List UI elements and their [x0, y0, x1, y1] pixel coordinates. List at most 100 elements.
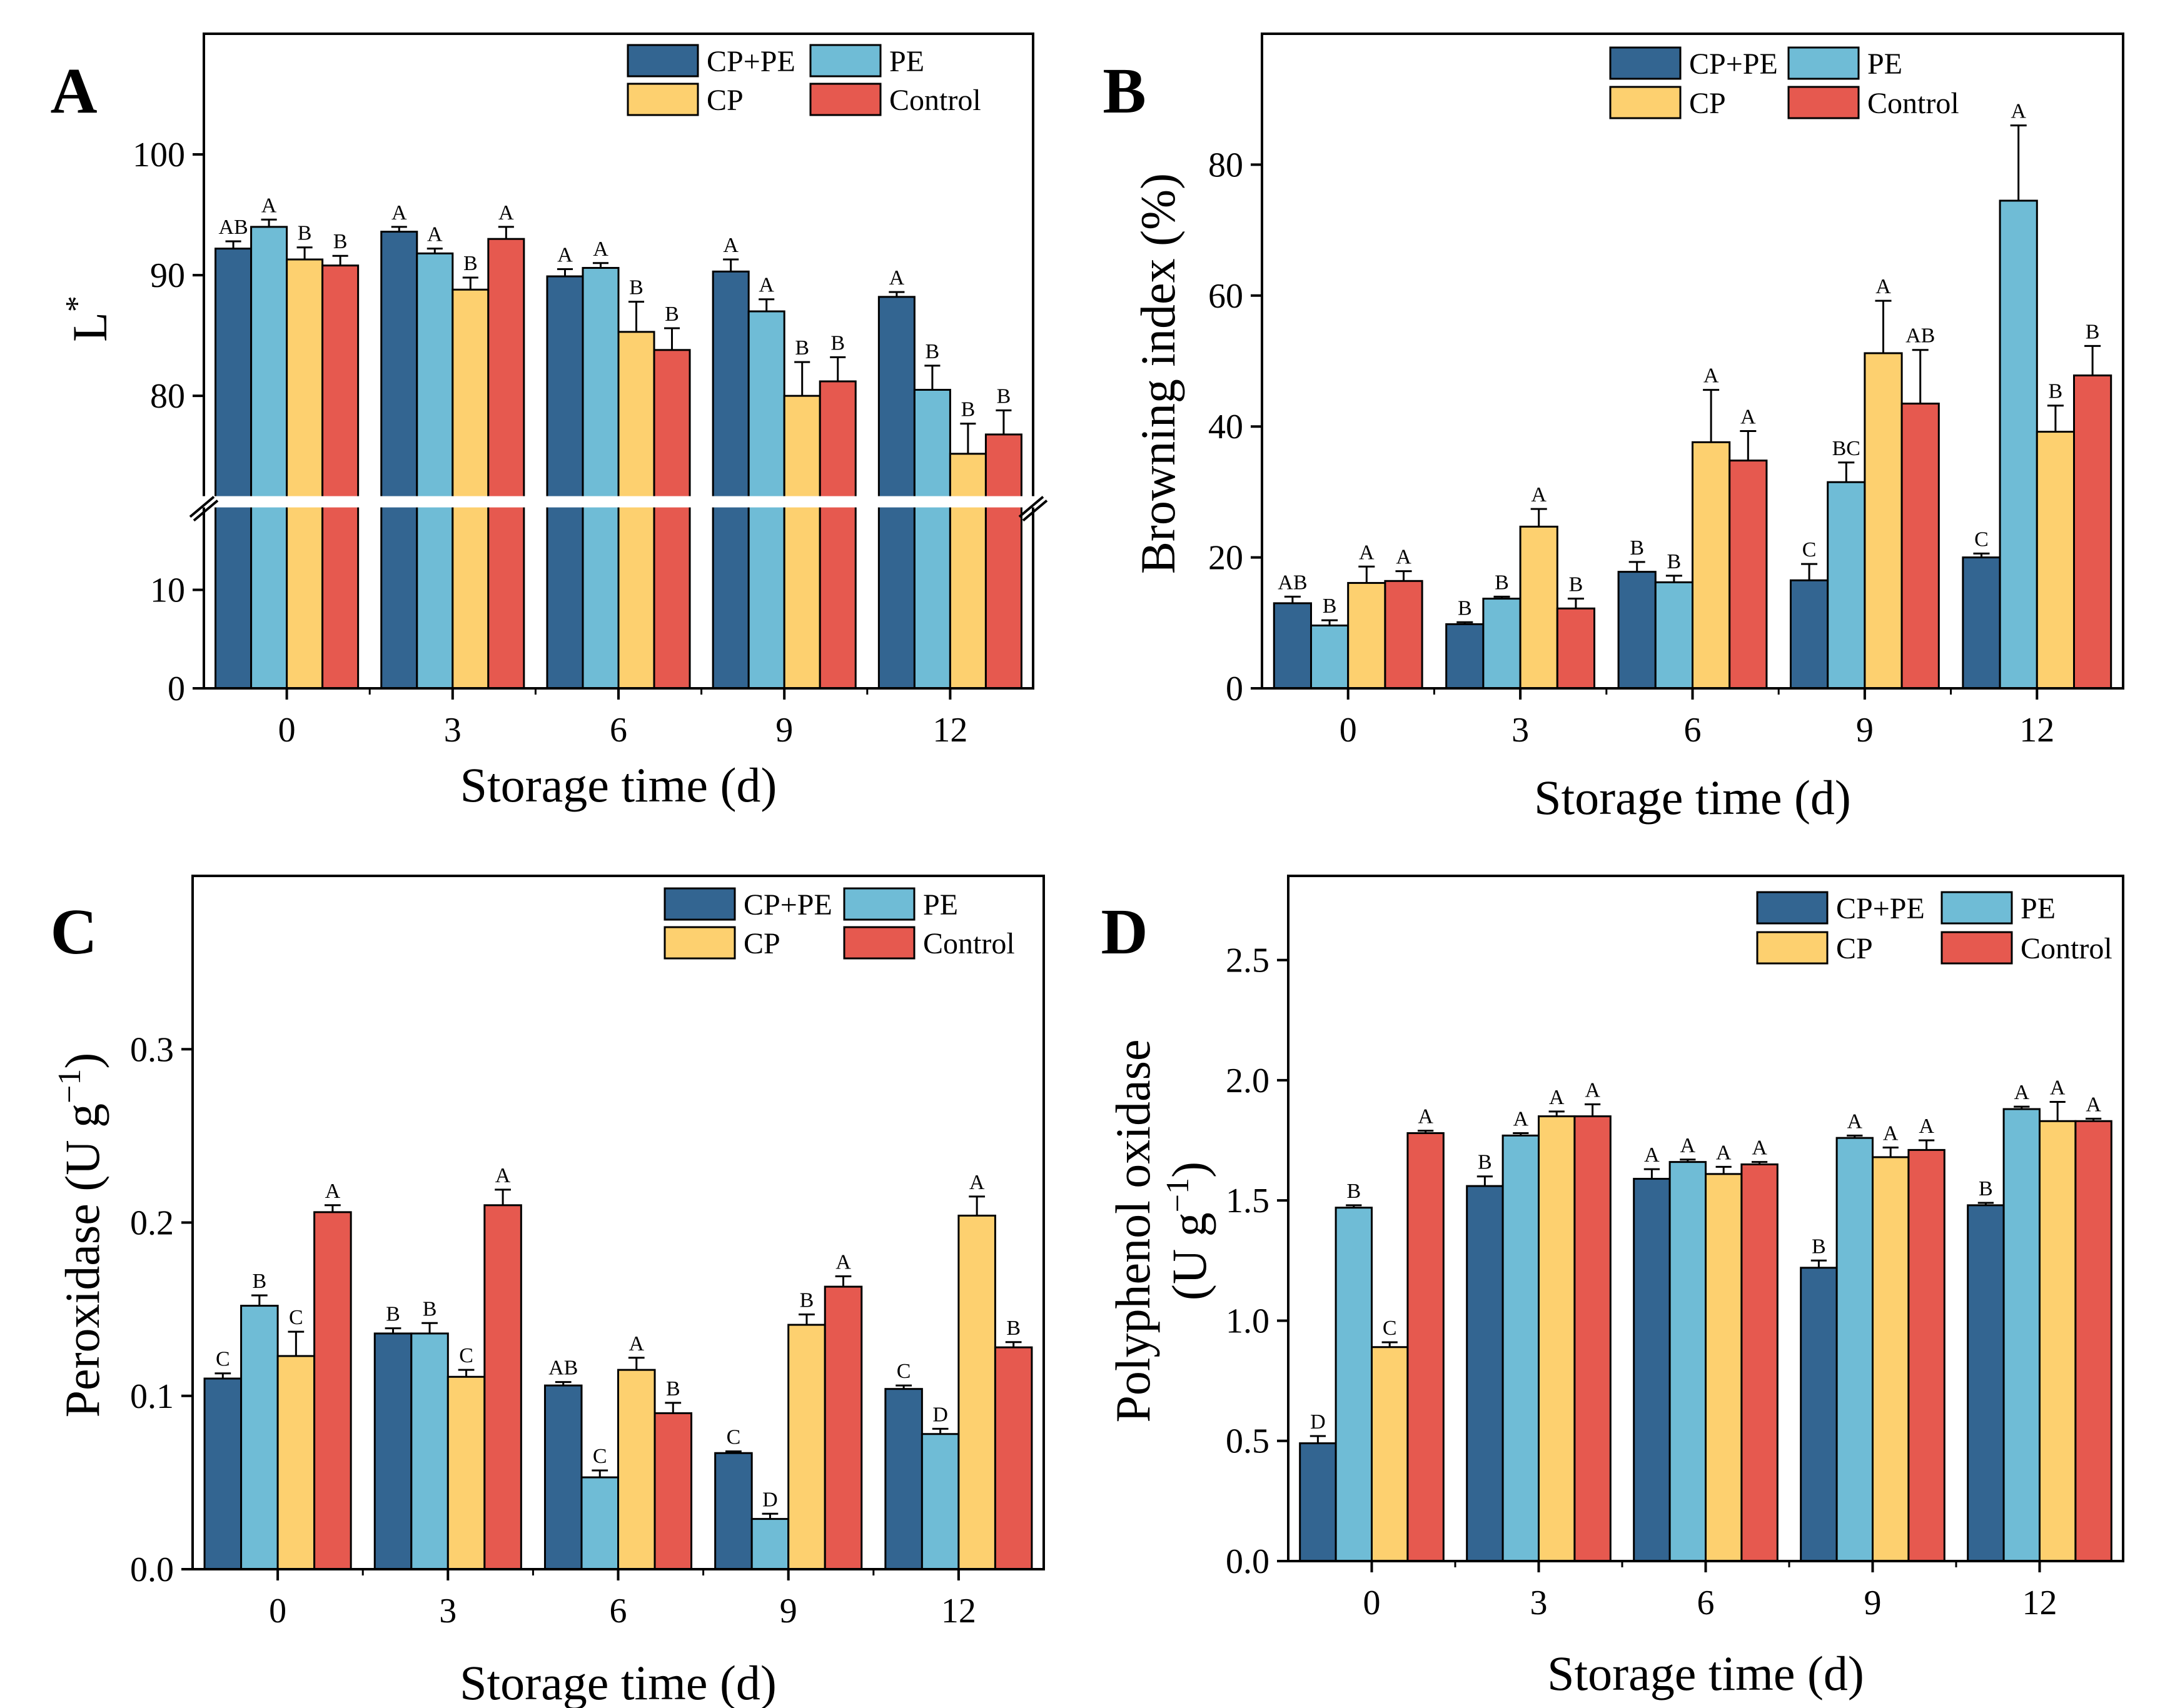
legend-swatch-pe [843, 887, 916, 921]
y-axis-title: L* [59, 296, 117, 342]
x-tick-label: 3 [1511, 711, 1529, 750]
legend-label: Control [1867, 87, 1959, 120]
y-tick-label: 1.0 [1226, 1302, 1269, 1340]
significance-label: B [997, 384, 1011, 408]
legend-label: Control [923, 927, 1015, 960]
significance-label: B [961, 398, 976, 421]
significance-label: B [333, 230, 348, 253]
significance-label: A [498, 201, 514, 224]
x-tick-label: 0 [1340, 711, 1357, 750]
y-axis-title-end: ) [55, 1053, 109, 1069]
significance-label: B [1458, 596, 1472, 620]
axis-break-mark [1022, 500, 1048, 522]
legend-label: PE [889, 45, 924, 78]
significance-label: C [727, 1425, 741, 1449]
significance-label: A [2086, 1093, 2101, 1116]
x-axis-title: Storage time (d) [460, 1655, 777, 1708]
significance-label: A [1875, 275, 1891, 298]
significance-label: B [386, 1303, 400, 1326]
significance-label: A [723, 234, 739, 257]
x-tick-label: 9 [775, 711, 793, 750]
significance-label: A [1703, 364, 1719, 388]
bar-cp-day9 [1872, 1156, 1910, 1562]
significance-label: B [1812, 1235, 1826, 1258]
bar-control-day12 [2073, 374, 2112, 690]
bar-pe-day0 [250, 226, 288, 690]
y-axis-title-text: Peroxidase (U g [55, 1103, 109, 1418]
significance-label: B [298, 222, 312, 245]
significance-label: A [1359, 541, 1375, 564]
y-tick-label: 2.5 [1226, 942, 1269, 980]
significance-label: AB [548, 1357, 578, 1380]
significance-label: A [1644, 1143, 1660, 1167]
legend-label: CP+PE [744, 888, 832, 922]
y-tick-label: 80 [1208, 146, 1243, 184]
bar-cp-pe-day6 [1633, 1178, 1671, 1562]
bar-cp-pe-day12 [877, 296, 916, 690]
y-axis-title-units: (U g−1) [1160, 1162, 1216, 1300]
significance-label: A [2050, 1076, 2066, 1099]
legend-label: CP+PE [707, 45, 795, 78]
y-tick-label: 0 [1226, 670, 1243, 708]
significance-label: B [463, 252, 478, 275]
bar-cp-day0 [1371, 1346, 1409, 1562]
significance-label: B [1346, 1180, 1361, 1203]
legend-swatch-pe [1787, 46, 1860, 80]
bar-cp-day12 [957, 1214, 996, 1570]
y-axis-title-text: Browning index (%) [1131, 173, 1185, 574]
bar-cp-pe-day9 [1800, 1267, 1838, 1562]
legend-label: CP [744, 927, 780, 960]
x-tick-label: 0 [278, 711, 296, 750]
axis-break-mark [189, 496, 215, 518]
bar-control-day9 [819, 380, 857, 690]
panel-letter: D [1101, 896, 1148, 968]
legend-label: PE [1867, 48, 1902, 81]
significance-label: B [795, 336, 809, 359]
significance-label: A [969, 1171, 985, 1194]
significance-label: A [593, 238, 608, 261]
legend-label: PE [2021, 892, 2056, 925]
significance-label: B [252, 1270, 266, 1293]
legend: CP+PE PE CP Control [627, 44, 981, 117]
y-tick-label: 0 [168, 670, 185, 708]
bar-cp-day12 [949, 453, 987, 690]
bar-pe-day6 [1668, 1161, 1707, 1562]
significance-label: C [593, 1445, 607, 1468]
bar-control-day0 [1406, 1132, 1445, 1562]
bar-control-day3 [1573, 1115, 1612, 1562]
significance-label: A [1585, 1078, 1600, 1102]
bar-cp-day0 [1347, 581, 1386, 690]
y-tick-label: 80 [150, 377, 185, 416]
y-axis-title: Peroxidase (U g−1) [52, 1053, 109, 1418]
axis-break-mark [1018, 496, 1044, 518]
y-axis-title-sup: * [59, 296, 95, 312]
significance-label: A [495, 1164, 511, 1187]
legend-swatch-pe [809, 44, 882, 78]
bar-control-day9 [824, 1285, 863, 1570]
legend: CP+PE PE CP Control [1609, 46, 1959, 120]
bar-pe-day0 [1335, 1207, 1373, 1562]
x-axis-title: Storage time (d) [1534, 770, 1851, 825]
bar-control-day0 [1384, 580, 1423, 690]
legend-swatch-control [1940, 931, 2013, 965]
x-tick-label: 0 [269, 1592, 286, 1630]
axis-break-gap [185, 496, 1052, 508]
significance-label: B [1630, 536, 1644, 560]
significance-label: D [762, 1488, 778, 1511]
axis-break-mark [193, 500, 219, 522]
bar-control-day9 [1900, 403, 1940, 690]
bar-cp-day6 [1692, 441, 1731, 690]
legend-swatch-pe [1940, 891, 2013, 925]
legend-label: CP [707, 84, 744, 117]
significance-label: C [1383, 1317, 1397, 1340]
bar-cp-day0 [276, 1355, 316, 1570]
significance-label: B [665, 303, 679, 326]
significance-label: A [557, 243, 573, 266]
bar-cp-day3 [1519, 525, 1558, 690]
bar-pe-day12 [913, 389, 951, 690]
y-tick-label: 0.1 [130, 1377, 174, 1416]
significance-label: A [759, 274, 774, 297]
